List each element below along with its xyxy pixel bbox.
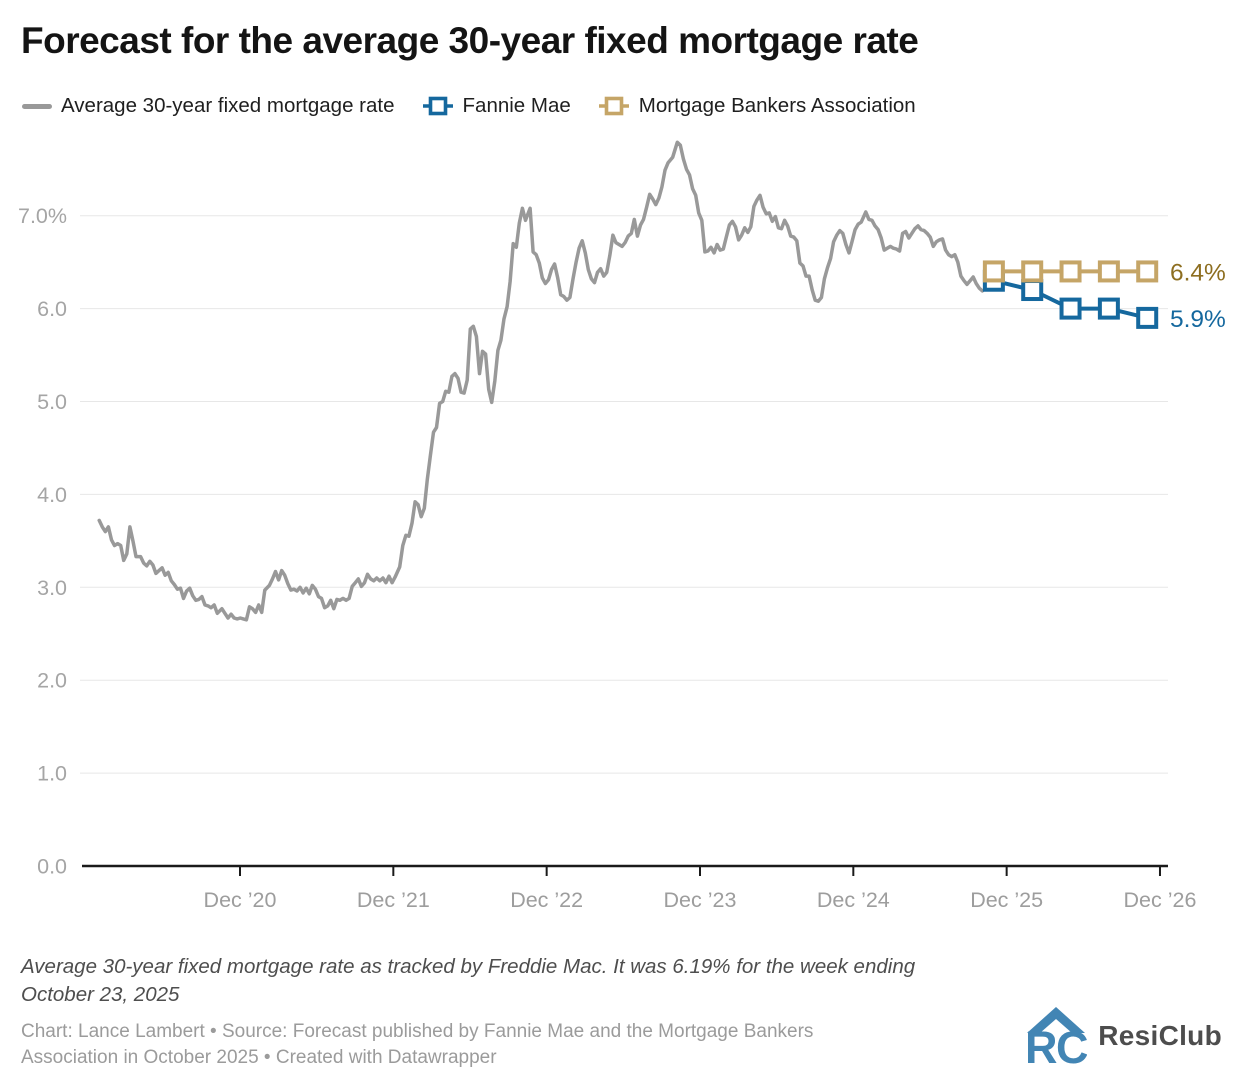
y-axis-tick-label: 7.0%: [18, 204, 67, 228]
y-axis-tick-label: 2.0: [37, 669, 67, 693]
x-axis-tick-label: Dec ’23: [664, 888, 737, 912]
marker-square-mba: [982, 260, 1005, 283]
x-axis-tick-label: Dec ’21: [357, 888, 430, 912]
legend-label-fannie-mae: Fannie Mae: [462, 94, 571, 117]
gridlines: 0.0 1.0 2.0 3.0 4.0 5.0 6.0 7.0%: [18, 204, 1168, 879]
page-title: Forecast for the average 30-year fixed m…: [21, 20, 919, 61]
x-axis-tick-label: Dec ’22: [510, 888, 583, 912]
legend-label-average-rate: Average 30-year fixed mortgage rate: [61, 94, 395, 117]
svg-text:C: C: [1056, 1022, 1087, 1066]
chart-note: Average 30-year fixed mortgage rate as t…: [21, 955, 916, 1006]
marker-square-fannie: [1021, 279, 1044, 302]
y-axis-tick-label: 0.0: [37, 855, 67, 879]
legend-item-mba: Mortgage Bankers Association: [598, 94, 916, 118]
y-axis-tick-label: 3.0: [37, 576, 67, 600]
y-axis-tick-label: 5.0: [37, 390, 67, 414]
end-value-label-mba: 6.4%: [1170, 259, 1226, 286]
marker-square-fannie: [1136, 306, 1159, 329]
fannie-mae-square-swatch: [422, 96, 453, 116]
x-axis-tick-label: Dec ’20: [204, 888, 277, 912]
legend-item-average-rate: Average 30-year fixed mortgage rate: [22, 94, 395, 118]
legend: Average 30-year fixed mortgage rate Fann…: [22, 94, 916, 118]
svg-text:R: R: [1025, 1022, 1058, 1066]
legend-label-mba: Mortgage Bankers Association: [638, 94, 916, 117]
mba-square-swatch: [598, 96, 629, 116]
mortgage-rate-line-chart: 0.0 1.0 2.0 3.0 4.0 5.0 6.0 7.0% Dec ’20 Dec ’21 D…: [18, 140, 1226, 912]
end-value-label-fannie: 5.9%: [1170, 306, 1226, 333]
marker-square-mba: [1136, 260, 1159, 283]
y-axis-tick-label: 6.0: [37, 297, 67, 321]
y-axis-tick-label: 1.0: [37, 762, 67, 786]
series-line-freddie: [97, 140, 985, 622]
legend-item-fannie-mae: Fannie Mae: [422, 94, 571, 118]
resiclub-wordmark: ResiClub: [1098, 1020, 1222, 1051]
marker-square-mba: [1059, 260, 1082, 283]
x-axis-tick-label: Dec ’24: [817, 888, 890, 912]
y-axis-tick-label: 4.0: [37, 483, 67, 507]
resiclub-logo: R C ResiClub: [1025, 1006, 1222, 1066]
marker-square-mba: [1021, 260, 1044, 283]
resiclub-house-icon: R C: [1025, 1007, 1087, 1066]
marker-square-fannie: [1097, 297, 1120, 320]
gray-line-swatch: [22, 103, 52, 109]
marker-square-fannie: [1059, 297, 1082, 320]
marker-square-mba: [1097, 260, 1120, 283]
x-axis-tick-label: Dec ’25: [970, 888, 1043, 912]
chart-credit: Chart: Lance Lambert • Source: Forecast …: [21, 1021, 814, 1069]
x-axis-tick-label: Dec ’26: [1124, 888, 1197, 912]
